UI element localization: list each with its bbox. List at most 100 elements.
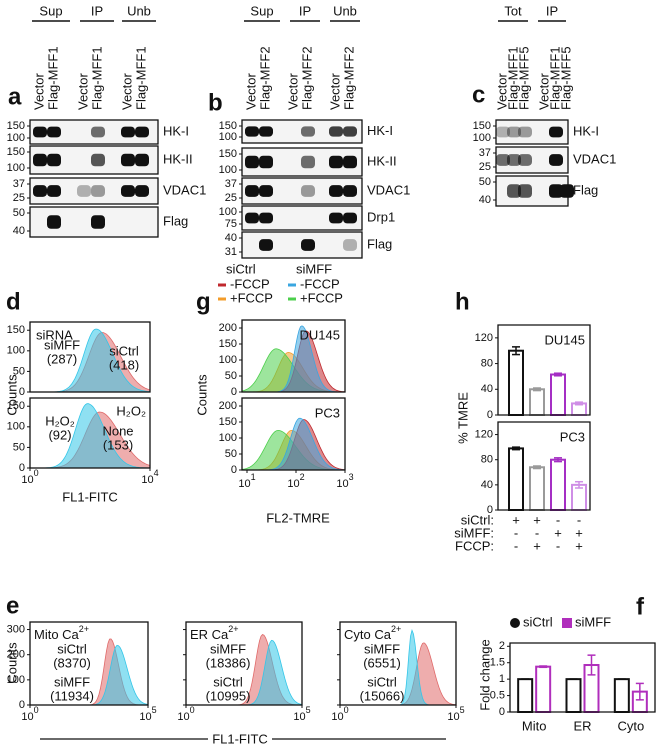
- x-tick-label: 105: [447, 705, 464, 723]
- band: [33, 153, 47, 167]
- y-tick-label: 0: [19, 462, 25, 474]
- y-axis-label: Fold change: [477, 639, 492, 711]
- protein-label: VDAC1: [367, 182, 410, 197]
- band: [507, 184, 521, 198]
- marker-label: 150: [7, 146, 25, 158]
- panel-letter: a: [8, 83, 22, 110]
- condition-sign: -: [556, 512, 560, 527]
- x-tick-label-base: 10: [447, 711, 459, 723]
- lane-label: Flag-MFF1: [505, 46, 520, 110]
- band: [135, 126, 149, 138]
- band: [135, 153, 149, 167]
- plot-title-base: Mito Ca: [34, 627, 80, 642]
- marker-label: 100: [219, 131, 237, 143]
- band: [91, 126, 105, 138]
- marker-label: 37: [479, 147, 491, 159]
- bar: [529, 388, 545, 416]
- x-tick-label: 103: [336, 472, 353, 490]
- x-tick-label: 100: [21, 705, 38, 723]
- band: [518, 126, 532, 138]
- band: [560, 184, 574, 198]
- marker-label: 100: [219, 164, 237, 176]
- y-tick-label: 0: [19, 386, 25, 398]
- band: [91, 215, 105, 229]
- x-axis-label: FL2-TMRE: [266, 510, 330, 525]
- band: [343, 155, 357, 169]
- y-tick-label: 150: [7, 324, 25, 336]
- condition-sign: -: [514, 525, 518, 540]
- group-label: Sup: [250, 3, 273, 18]
- x-tick-label: Cyto: [617, 718, 644, 733]
- plot-title-base: ER Ca: [190, 627, 229, 642]
- y-tick-label: 50: [225, 448, 237, 460]
- error-bar: [575, 401, 583, 406]
- x-tick-label-sup: 0: [34, 705, 39, 715]
- band: [496, 126, 510, 138]
- legend-label: +FCCP: [300, 290, 343, 305]
- y-tick-label: 1.5: [490, 657, 505, 669]
- marker-label: 50: [13, 207, 25, 219]
- protein-label: HK-I: [367, 123, 393, 138]
- marker-label: 100: [473, 132, 491, 144]
- legend-swatch: [510, 618, 520, 628]
- lane-label: Flag-MFF1: [547, 46, 562, 110]
- marker-label: 25: [225, 192, 237, 204]
- band: [549, 184, 563, 198]
- annotation: (418): [109, 357, 139, 372]
- condition-sign: -: [577, 512, 581, 527]
- x-tick-label-sup: 5: [306, 705, 311, 715]
- condition-sign: -: [535, 525, 539, 540]
- y-tick-label: 0.5: [490, 689, 505, 701]
- bar: [508, 349, 524, 417]
- x-tick-label-base: 10: [287, 478, 299, 490]
- bar: [550, 373, 566, 416]
- x-tick-label: 105: [139, 705, 156, 723]
- annotation: (287): [47, 351, 77, 366]
- panel-letter: d: [6, 288, 21, 315]
- marker-label: 150: [7, 120, 25, 132]
- protein-label: Drp1: [367, 209, 395, 224]
- x-tick-label-base: 10: [139, 711, 151, 723]
- y-tick-label: 120: [475, 332, 493, 344]
- marker-label: 25: [479, 161, 491, 173]
- band: [91, 153, 105, 167]
- group-label: Tot: [504, 3, 522, 18]
- x-tick-label: 100: [177, 705, 194, 723]
- annotation: (15066): [360, 688, 405, 703]
- annotation: (153): [103, 437, 133, 452]
- condition-label: siMFF:: [454, 525, 494, 540]
- lane-label: Flag-MFF1: [133, 46, 148, 110]
- condition-sign: +: [575, 525, 583, 540]
- error-bar: [554, 457, 562, 463]
- plot-title: ER Ca2+: [190, 624, 239, 642]
- bar: [613, 678, 630, 714]
- band: [259, 239, 273, 251]
- bar: [508, 447, 524, 511]
- y-tick-label: 100: [7, 421, 25, 433]
- band: [343, 185, 357, 197]
- lane-label: Flag-MFF2: [341, 46, 356, 110]
- error-bar: [533, 387, 541, 392]
- protein-label: HK-II: [163, 151, 193, 166]
- y-tick-label: 0: [231, 386, 237, 398]
- band: [135, 185, 149, 197]
- x-tick-label: 105: [293, 705, 310, 723]
- plot-title-sup: 2+: [228, 624, 238, 634]
- plot-title: Cyto Ca2+: [344, 624, 401, 642]
- x-tick-label: 100: [21, 468, 38, 486]
- bar: [535, 665, 552, 714]
- legend-swatch: [562, 618, 572, 628]
- x-tick-label-base: 10: [21, 711, 33, 723]
- axes: [497, 324, 591, 416]
- error-bar: [539, 665, 548, 669]
- band: [77, 185, 91, 197]
- marker-label: 50: [479, 176, 491, 188]
- plot-title: PC3: [315, 405, 340, 420]
- annotation: (8370): [53, 655, 91, 670]
- x-tick-label-base: 10: [141, 474, 153, 486]
- lane-label: Vector: [494, 72, 509, 110]
- protein-label: VDAC1: [573, 151, 616, 166]
- band: [507, 126, 521, 138]
- condition-sign: +: [533, 538, 541, 553]
- y-tick-label: 50: [13, 441, 25, 453]
